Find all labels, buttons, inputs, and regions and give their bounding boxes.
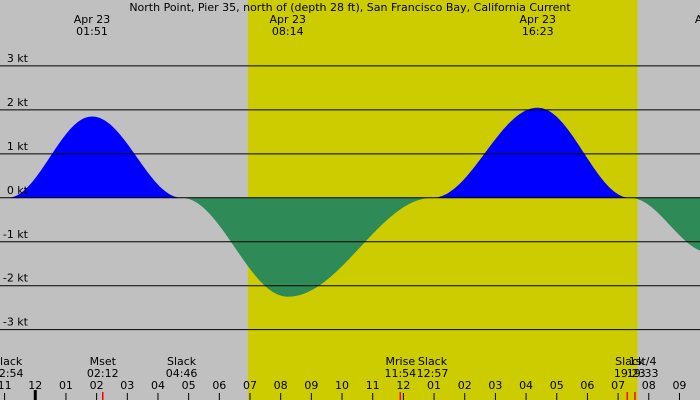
extremum-date-label: Apr 23 [269,13,306,26]
grid-lines [0,65,700,331]
hour-label: 11 [0,379,12,392]
hour-label: 03 [488,379,502,392]
event-time-label: 02:12 [87,367,119,380]
hour-label: 12 [396,379,410,392]
y-tick-label: 1 kt [7,140,29,153]
hour-label: 06 [212,379,226,392]
y-tick-label: 3 kt [7,52,29,65]
event-name-label: 1st/4 [629,355,657,368]
chart-title: North Point, Pier 35, north of (depth 28… [129,1,571,14]
flood-current-area [0,107,700,198]
event-name-label: Slack [418,355,448,368]
hour-label: 01 [59,379,73,392]
hour-label: 05 [182,379,196,392]
extremum-time-label: 01:51 [76,25,108,38]
hour-label: 09 [304,379,318,392]
hour-label: 05 [550,379,564,392]
hour-label: 08 [642,379,656,392]
event-name-label: Slack [0,355,23,368]
y-tick-label: -2 kt [3,272,29,285]
hour-label: 09 [672,379,686,392]
hour-label: 02 [90,379,104,392]
event-time-label: 12:57 [417,367,449,380]
hour-label: 04 [151,379,165,392]
y-tick-label: -1 kt [3,228,29,241]
y-tick-label: 0 kt [7,184,29,197]
hour-label: 11 [366,379,380,392]
hour-label: 12 [28,379,42,392]
hour-label: 02 [458,379,472,392]
event-time-label: 19:23 [614,367,646,380]
extremum-date-label: Apr 23 [519,13,556,26]
event-name-label: Mrise [386,355,416,368]
event-name-label: Mset [90,355,117,368]
extremum-date-label: Apr 23 [695,13,700,26]
hour-label: 04 [519,379,533,392]
y-tick-label: 2 kt [7,96,29,109]
hour-label: 01 [427,379,441,392]
event-time-label: 11:54 [384,367,416,380]
event-name-label: Slack [615,355,645,368]
ebb-current-area [0,197,700,297]
hour-axis: 11 12 01 02 03 04 05 06 07 08 09 10 11 12 01 02 03 04 05 06… [0,379,686,400]
hour-label: 06 [580,379,594,392]
hour-label: 03 [120,379,134,392]
hour-label: 07 [243,379,257,392]
extremum-date-label: Apr 23 [74,13,111,26]
event-time-label: 22:54 [0,367,24,380]
event-labels: Slack22:54Mset02:12Slack04:46Mrise11:54S… [0,355,658,380]
hour-label: 08 [274,379,288,392]
event-time-label: 19:33 [627,367,659,380]
hour-label: 10 [335,379,349,392]
extremum-time-label: 08:14 [272,25,304,38]
event-time-label: 04:46 [166,367,198,380]
extremum-time-label: 16:23 [522,25,554,38]
y-tick-label: -3 kt [3,316,29,329]
y-axis-labels: 3 kt 2 kt 1 kt 0 kt -1 kt -2 kt -3 kt [3,52,29,329]
hour-label: 07 [611,379,625,392]
event-name-label: Slack [167,355,197,368]
